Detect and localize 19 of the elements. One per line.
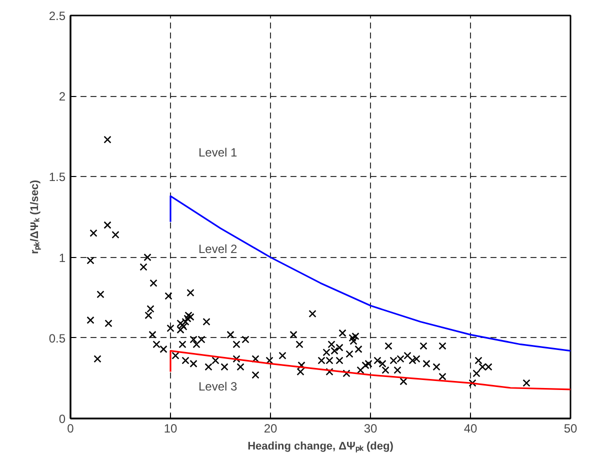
- y-axis-title: rₚₖ/ΔΨₖ (1/sec): [28, 180, 41, 254]
- x-tick-label: 10: [164, 422, 178, 436]
- y-tick-label: 1.5: [48, 170, 66, 184]
- x-axis-title: Heading change, ΔΨₚₖ (deg): [248, 440, 394, 452]
- x-tick-label: 50: [564, 422, 578, 436]
- x-tick-label: 20: [264, 422, 278, 436]
- x-tick-label: 40: [464, 422, 478, 436]
- annotation: Level 2: [198, 242, 238, 256]
- y-tick-label: 2.5: [48, 9, 66, 23]
- x-tick-label: 30: [364, 422, 378, 436]
- y-tick-label: 0: [58, 412, 66, 426]
- y-tick-label: 0.5: [48, 331, 66, 346]
- line-series: [170, 350, 570, 390]
- y-tick-label: 2: [58, 90, 66, 104]
- annotation: Level 1: [198, 146, 238, 160]
- line-series: [170, 195, 570, 352]
- x-tick-label: 0: [67, 422, 74, 436]
- annotation: Level 3: [198, 379, 238, 394]
- y-tick-label: 1: [58, 250, 66, 265]
